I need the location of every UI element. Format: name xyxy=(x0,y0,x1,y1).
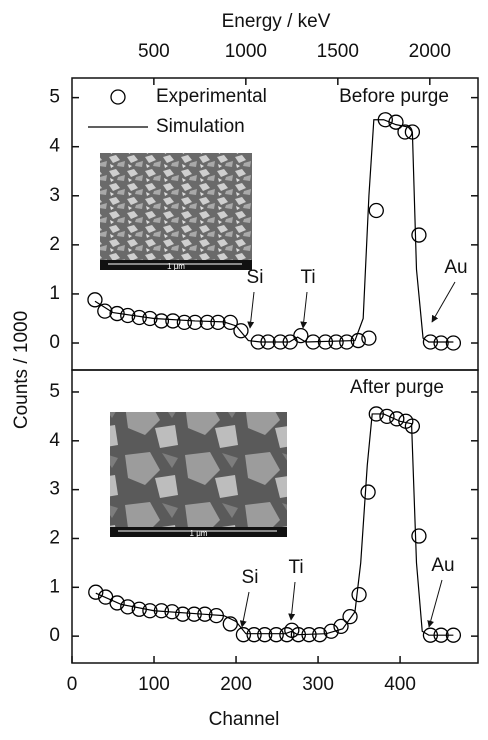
data-point xyxy=(333,618,349,635)
data-point xyxy=(109,595,125,611)
data-point xyxy=(257,627,273,643)
plot-frame xyxy=(71,369,479,664)
annotation: Si xyxy=(247,267,264,288)
data-point xyxy=(165,313,181,329)
y-tick-label: 3 xyxy=(49,479,60,500)
data-point xyxy=(368,202,384,219)
legend-marker xyxy=(110,89,126,105)
top-axis-title: Energy / keV xyxy=(222,11,331,32)
annotation-arrow xyxy=(239,591,250,628)
annotation: Ti xyxy=(300,267,315,288)
data-point xyxy=(445,335,462,351)
data-point xyxy=(411,528,427,544)
data-point xyxy=(187,314,203,331)
data-point xyxy=(360,484,376,500)
y-tick-label: 1 xyxy=(49,576,60,597)
data-point xyxy=(323,623,339,639)
annotation: Au xyxy=(444,257,467,278)
annotation-arrow xyxy=(427,579,443,628)
y-tick-label: 0 xyxy=(49,625,60,646)
legend-label: Simulation xyxy=(156,116,245,137)
data-point xyxy=(176,314,193,331)
data-point xyxy=(199,314,215,331)
simulation-line xyxy=(95,413,454,636)
y-tick-label: 4 xyxy=(49,430,60,451)
x2-tick-label: 1000 xyxy=(225,41,267,62)
data-point xyxy=(87,292,103,308)
legend-label: Experimental xyxy=(156,86,267,107)
scale-bar-band xyxy=(110,527,287,537)
data-point xyxy=(109,305,125,322)
data-point xyxy=(389,411,405,427)
data-point xyxy=(361,330,377,346)
scale-bar-label: 1 μm xyxy=(190,529,208,538)
y-tick-label: 2 xyxy=(49,234,60,255)
data-point xyxy=(233,323,249,339)
simulation-line xyxy=(94,119,454,343)
x-axis-title: Channel xyxy=(209,709,280,730)
y-tick-label: 3 xyxy=(49,185,60,206)
data-point xyxy=(153,313,170,329)
annotation: Si xyxy=(242,567,259,588)
annotation-arrow xyxy=(288,581,296,621)
data-point xyxy=(175,606,191,622)
data-point xyxy=(433,335,449,351)
data-point xyxy=(379,408,395,425)
x-tick-label: 0 xyxy=(67,674,78,695)
data-point xyxy=(342,608,358,625)
y-tick-label: 5 xyxy=(49,87,60,108)
x2-tick-label: 1500 xyxy=(317,41,359,62)
scale-bar-label: 1 μm xyxy=(167,262,185,271)
x-tick-label: 400 xyxy=(384,674,416,695)
sem-image xyxy=(110,412,287,537)
data-point xyxy=(411,227,427,243)
x-tick-label: 100 xyxy=(138,674,170,695)
annotation-arrow xyxy=(300,291,308,329)
sem-image xyxy=(100,153,252,270)
x-tick-label: 200 xyxy=(220,674,252,695)
scale-bar-band xyxy=(100,260,252,270)
x2-tick-label: 2000 xyxy=(409,41,451,62)
data-point xyxy=(88,584,104,600)
y-tick-label: 4 xyxy=(49,136,60,157)
data-point xyxy=(339,334,355,350)
y-tick-label: 5 xyxy=(49,381,60,402)
y-axis-title: Counts / 1000 xyxy=(11,311,32,429)
data-point xyxy=(328,334,344,350)
x-tick-label: 300 xyxy=(302,674,334,695)
annotation-arrow xyxy=(431,281,456,323)
data-point xyxy=(97,303,113,319)
y-tick-label: 0 xyxy=(49,332,60,353)
annotation-arrow xyxy=(247,291,255,329)
data-point xyxy=(246,627,262,643)
annotation: Au xyxy=(431,555,454,576)
annotation: Ti xyxy=(288,557,303,578)
data-point xyxy=(279,627,295,643)
data-point xyxy=(351,586,367,603)
data-point xyxy=(268,627,284,643)
x2-tick-label: 500 xyxy=(138,41,170,62)
y-tick-label: 1 xyxy=(49,283,60,304)
panel-label: After purge xyxy=(350,377,444,398)
panel-label: Before purge xyxy=(339,86,449,107)
y-tick-label: 2 xyxy=(49,527,60,548)
